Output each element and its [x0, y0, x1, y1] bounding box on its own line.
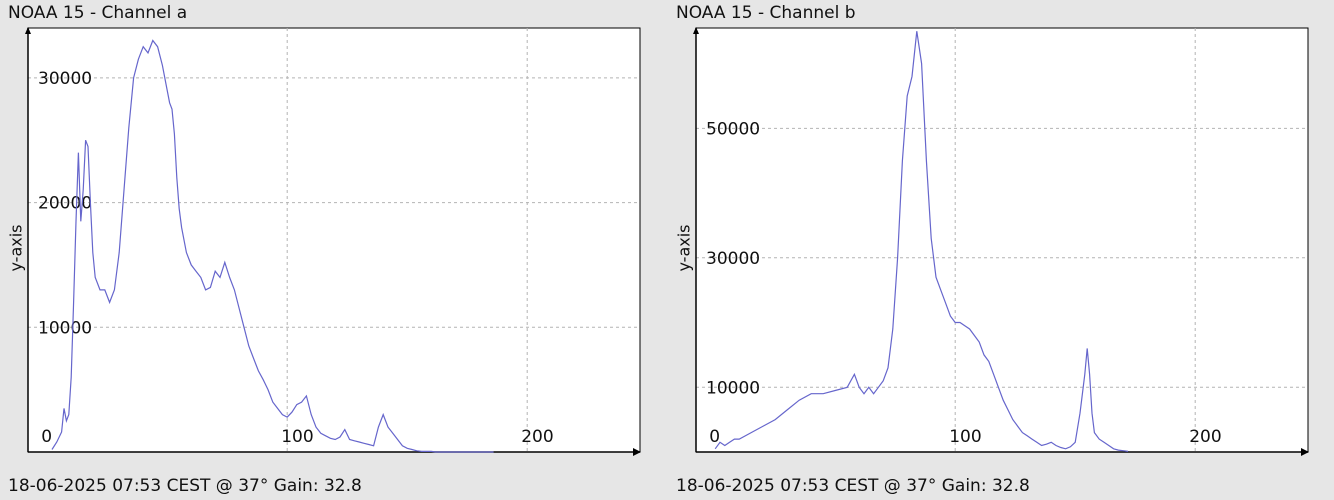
- x-tick-label: 100: [949, 427, 981, 447]
- chart-title: NOAA 15 - Channel a: [8, 3, 188, 23]
- x-tick-label: 200: [521, 427, 553, 447]
- y-axis-arrow: [25, 27, 31, 34]
- x-tick-label: 100: [281, 427, 313, 447]
- x-tick-label: 0: [41, 427, 52, 447]
- plot-background: [695, 27, 1309, 453]
- chart-panel-b: NOAA 15 - Channel b y-axis 0 100 200 10000 3…: [668, 0, 1328, 500]
- y-tick-label: 20000: [38, 194, 92, 214]
- chart-title: NOAA 15 - Channel b: [676, 3, 856, 23]
- chart-panel-a: NOAA 15 - Channel a y-axis 0 100 200 10000 2…: [0, 0, 660, 500]
- x-tick-label: 200: [1189, 427, 1221, 447]
- series-line: [714, 31, 1129, 452]
- y-tick-label: 30000: [38, 69, 92, 89]
- plot-background: [27, 27, 641, 453]
- y-axis-arrow: [693, 27, 699, 34]
- plot-area: 0 100 200 10000 30000 50000: [693, 27, 1309, 456]
- footer-status: 18-06-2025 07:53 CEST @ 37° Gain: 32.8: [8, 476, 362, 496]
- y-tick-label: 30000: [706, 249, 760, 269]
- x-tick-label: 0: [709, 427, 720, 447]
- x-axis-arrow: [1301, 448, 1309, 456]
- y-tick-label: 10000: [38, 318, 92, 338]
- x-axis-arrow: [633, 448, 641, 456]
- y-tick-label: 10000: [706, 378, 760, 398]
- footer-status: 18-06-2025 07:53 CEST @ 37° Gain: 32.8: [676, 476, 1030, 496]
- series-line: [51, 39, 494, 453]
- plot-area: 0 100 200 10000 20000 30000: [25, 27, 641, 456]
- y-tick-label: 50000: [706, 119, 760, 139]
